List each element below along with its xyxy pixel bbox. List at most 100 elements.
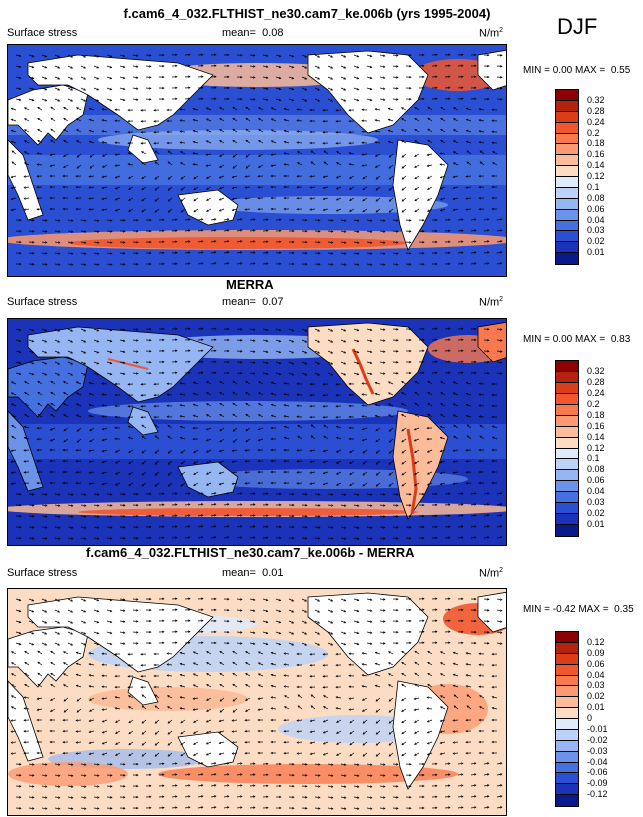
wind-arrow <box>457 537 464 539</box>
wind-arrow <box>50 106 56 111</box>
wind-arrow-head <box>218 187 222 190</box>
wind-arrow-head <box>50 650 53 654</box>
wind-arrow-head <box>135 54 139 57</box>
wind-arrow-head <box>122 219 126 222</box>
wind-arrow-head <box>114 483 118 486</box>
wind-arrow-head <box>296 685 299 689</box>
wind-arrow-head <box>10 392 14 395</box>
wind-arrow <box>249 339 255 342</box>
wind-arrow-head <box>200 97 204 100</box>
wind-arrow-head <box>11 651 14 654</box>
wind-arrow-head <box>317 774 321 777</box>
wind-arrow <box>232 683 238 688</box>
wind-arrow <box>323 730 329 734</box>
wind-arrow-head <box>192 381 196 384</box>
wind-arrow-head <box>200 64 204 67</box>
wind-arrow <box>154 752 160 757</box>
wind-arrow <box>154 435 160 440</box>
wind-arrow-head <box>257 428 261 431</box>
wind-arrow-head <box>122 76 126 80</box>
wind-arrow-head <box>460 762 464 765</box>
wind-arrow-head <box>349 483 352 487</box>
wind-arrow <box>193 752 199 756</box>
wind-arrow-head <box>31 643 35 646</box>
wind-arrow-head <box>232 661 235 665</box>
wind-arrow-head <box>101 697 105 700</box>
wind-arrow-head <box>369 76 373 80</box>
wind-arrow-head <box>37 117 40 121</box>
wind-arrow-head <box>149 360 152 364</box>
wind-arrow-head <box>388 721 392 724</box>
wind-arrow-head <box>19 525 22 529</box>
wind-arrow-head <box>330 515 334 518</box>
wind-arrow <box>353 219 359 222</box>
wind-arrow-head <box>252 642 256 645</box>
wind-arrow-head <box>101 119 105 122</box>
wind-arrow-head <box>32 241 35 244</box>
wind-arrow-head <box>330 796 334 799</box>
wind-arrow-head <box>439 482 443 486</box>
colorbar-tick-label: -0.09 <box>587 778 608 789</box>
colorbar-swatch <box>556 209 578 221</box>
wind-arrow <box>41 219 48 221</box>
wind-arrow-head <box>89 428 92 432</box>
wind-arrow-head <box>206 187 209 190</box>
wind-arrow-head <box>317 88 321 91</box>
wind-arrow-head <box>382 620 386 623</box>
wind-arrow-head <box>239 503 243 506</box>
wind-arrow-head <box>24 661 27 665</box>
wind-arrow-head <box>317 537 321 540</box>
wind-arrow-head <box>162 503 165 507</box>
wind-arrow <box>349 186 355 190</box>
wind-arrow <box>102 208 108 211</box>
wind-arrow <box>15 76 21 79</box>
wind-arrow <box>271 707 277 710</box>
wind-arrow-head <box>218 209 222 212</box>
wind-arrow <box>427 482 433 486</box>
wind-arrow <box>232 741 238 744</box>
wind-arrow-head <box>435 762 438 766</box>
wind-arrow-head <box>49 164 53 167</box>
wind-arrow <box>392 230 399 233</box>
wind-arrow-head <box>422 218 425 222</box>
wind-arrow-head <box>304 340 308 343</box>
wind-arrow-head <box>175 619 178 622</box>
wind-arrow <box>414 402 420 407</box>
wind-arrow-head <box>44 252 48 255</box>
wind-arrow-head <box>75 662 79 665</box>
wind-arrow-head <box>491 707 495 710</box>
wind-arrow-head <box>486 598 490 601</box>
wind-arrow <box>67 515 73 518</box>
wind-arrow-head <box>122 620 126 623</box>
wind-arrow-head <box>88 175 92 178</box>
wind-arrow-head <box>278 339 282 343</box>
wind-arrow-head <box>491 174 494 178</box>
wind-arrow-head <box>205 107 209 110</box>
wind-arrow-head <box>10 449 14 452</box>
wind-arrow-head <box>257 673 261 676</box>
wind-arrow-head <box>265 339 269 342</box>
wind-arrow <box>193 197 199 202</box>
wind-arrow-head <box>179 662 183 666</box>
colorbar-swatch <box>556 719 578 730</box>
wind-arrow <box>388 129 394 133</box>
wind-arrow-head <box>187 630 191 633</box>
wind-arrow <box>366 372 372 375</box>
wind-arrow-head <box>382 339 386 342</box>
wind-arrow <box>392 65 399 67</box>
wind-arrow <box>353 620 359 623</box>
wind-arrow <box>388 153 394 158</box>
wind-arrow-head <box>232 429 236 432</box>
wind-arrow <box>249 763 256 765</box>
wind-arrow-head <box>466 705 470 708</box>
wind-arrow-head <box>192 673 196 676</box>
wind-arrow <box>67 98 73 102</box>
wind-arrow-head <box>395 807 399 810</box>
wind-arrow <box>206 752 212 756</box>
wind-arrow <box>353 526 359 529</box>
wind-arrow-head <box>201 360 204 363</box>
wind-arrow <box>366 537 372 540</box>
wind-arrow-head <box>434 630 438 633</box>
wind-arrow <box>93 98 99 102</box>
wind-arrow-head <box>232 106 235 110</box>
